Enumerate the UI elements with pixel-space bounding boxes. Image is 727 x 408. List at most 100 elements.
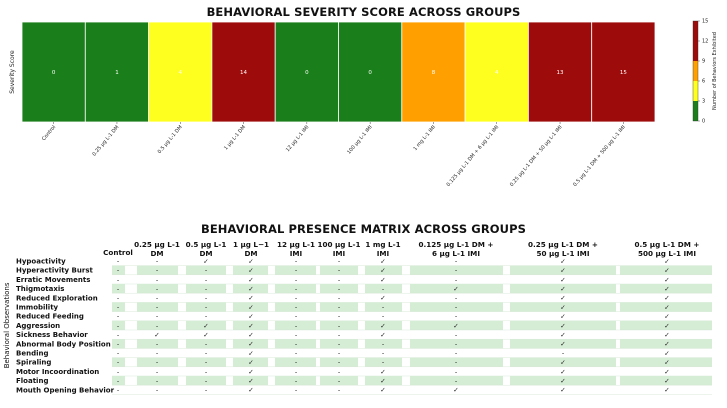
heatmap-cell-value: 0 bbox=[52, 70, 56, 76]
colorbar-tick-label: 15 bbox=[702, 19, 708, 25]
matrix-column-header: 0.25 µg L-1 DM + bbox=[528, 240, 598, 249]
matrix-row-label: Mouth Opening Behavior bbox=[16, 386, 115, 394]
matrix-row-stripe bbox=[112, 357, 125, 367]
matrix-row-stripe bbox=[320, 357, 358, 367]
heatmap-cell-value: 15 bbox=[620, 70, 627, 76]
absence-dash-mark: - bbox=[205, 368, 208, 376]
heatmap-x-tick-label: 12 µg L-1 IMI bbox=[285, 124, 310, 153]
matrix-row-stripe bbox=[233, 376, 268, 386]
absence-dash-mark: - bbox=[156, 285, 159, 293]
matrix-row-stripe bbox=[233, 284, 268, 294]
heatmap-x-tick-label: 0.125 µg L-1 DM + 6 µg L-1 IMI bbox=[446, 124, 501, 188]
matrix-row-label: Aggression bbox=[16, 322, 60, 330]
presence-check-mark: ✓ bbox=[560, 303, 565, 311]
presence-check-mark: ✓ bbox=[664, 368, 669, 376]
heatmap-cell-value: 4 bbox=[495, 70, 499, 76]
matrix-row-stripe bbox=[320, 320, 358, 330]
matrix-row-stripe bbox=[233, 265, 268, 275]
matrix-row-stripe bbox=[112, 339, 125, 349]
matrix-row-stripe bbox=[410, 339, 503, 349]
absence-dash-mark: - bbox=[205, 267, 208, 275]
matrix-row-stripe bbox=[112, 284, 125, 294]
matrix-row-stripe bbox=[233, 339, 268, 349]
heatmap-cell-value: 1 bbox=[115, 70, 119, 76]
presence-check-mark: ✓ bbox=[380, 257, 385, 265]
absence-dash-mark: - bbox=[382, 359, 385, 367]
matrix-row-stripe bbox=[137, 376, 178, 386]
presence-check-mark: ✓ bbox=[203, 322, 208, 330]
matrix-row-label: Reduced Exploration bbox=[16, 294, 98, 302]
matrix-row-stripe bbox=[186, 265, 226, 275]
absence-dash-mark: - bbox=[205, 340, 208, 348]
presence-check-mark: ✓ bbox=[664, 377, 669, 385]
matrix-row-stripe bbox=[137, 357, 178, 367]
absence-dash-mark: - bbox=[338, 257, 341, 265]
absence-dash-mark: - bbox=[117, 276, 120, 284]
matrix-column-header-line2: 6 µg L-1 IMI bbox=[432, 249, 480, 258]
matrix-column-header-line2: DM bbox=[244, 249, 257, 258]
matrix-column-header: 0.5 µg L-1 bbox=[186, 240, 227, 249]
heatmap-x-tick-label: 0.5 µg L-1 DM bbox=[157, 124, 184, 155]
absence-dash-mark: - bbox=[117, 285, 120, 293]
heatmap-cell-value: 8 bbox=[432, 70, 436, 76]
absence-dash-mark: - bbox=[156, 303, 159, 311]
presence-check-mark: ✓ bbox=[248, 359, 253, 367]
matrix-row-stripe bbox=[410, 320, 503, 330]
matrix-row-stripe bbox=[620, 339, 712, 349]
absence-dash-mark: - bbox=[338, 294, 341, 302]
absence-dash-mark: - bbox=[455, 368, 458, 376]
matrix-row-stripe bbox=[510, 320, 616, 330]
presence-check-mark: ✓ bbox=[560, 340, 565, 348]
presence-check-mark: ✓ bbox=[203, 257, 208, 265]
absence-dash-mark: - bbox=[455, 267, 458, 275]
absence-dash-mark: - bbox=[455, 313, 458, 321]
matrix-row-stripe bbox=[510, 284, 616, 294]
presence-check-mark: ✓ bbox=[380, 267, 385, 275]
absence-dash-mark: - bbox=[117, 257, 120, 265]
matrix-row-label: Erratic Movements bbox=[16, 276, 90, 284]
absence-dash-mark: - bbox=[295, 322, 298, 330]
absence-dash-mark: - bbox=[295, 294, 298, 302]
colorbar-tick-label: 12 bbox=[702, 39, 708, 45]
absence-dash-mark: - bbox=[382, 285, 385, 293]
presence-check-mark: ✓ bbox=[380, 294, 385, 302]
heatmap-y-axis-label: Severity Score bbox=[9, 50, 16, 94]
matrix-row-stripe bbox=[137, 302, 178, 312]
heatmap-cell bbox=[528, 21, 593, 123]
matrix-column-header-line2: 500 µg L-1 IMI bbox=[638, 249, 696, 258]
heatmap-cell bbox=[21, 21, 86, 123]
matrix-column-header-line2: IMI bbox=[333, 249, 346, 258]
presence-check-mark: ✓ bbox=[248, 267, 253, 275]
presence-check-mark: ✓ bbox=[664, 340, 669, 348]
matrix-row-stripe bbox=[510, 357, 616, 367]
presence-check-mark: ✓ bbox=[664, 331, 669, 339]
matrix-row-stripe bbox=[510, 265, 616, 275]
presence-check-mark: ✓ bbox=[453, 285, 458, 293]
matrix-column-header: 0.5 µg L-1 DM + bbox=[635, 240, 700, 249]
matrix-column-header: 1 mg L-1 bbox=[365, 240, 400, 249]
absence-dash-mark: - bbox=[338, 331, 341, 339]
absence-dash-mark: - bbox=[338, 303, 341, 311]
presence-check-mark: ✓ bbox=[248, 349, 253, 357]
matrix-row-stripe bbox=[620, 284, 712, 294]
absence-dash-mark: - bbox=[295, 331, 298, 339]
presence-check-mark: ✓ bbox=[248, 285, 253, 293]
absence-dash-mark: - bbox=[295, 349, 298, 357]
presence-check-mark: ✓ bbox=[380, 276, 385, 284]
absence-dash-mark: - bbox=[117, 313, 120, 321]
heatmap-cell-value: 4 bbox=[179, 70, 183, 76]
matrix-column-header: 12 µg L-1 bbox=[277, 240, 315, 249]
matrix-row-stripe bbox=[410, 265, 503, 275]
absence-dash-mark: - bbox=[338, 340, 341, 348]
matrix-row-stripe bbox=[365, 265, 402, 275]
absence-dash-mark: - bbox=[117, 359, 120, 367]
presence-check-mark: ✓ bbox=[560, 294, 565, 302]
matrix-row-stripe bbox=[410, 376, 503, 386]
presence-check-mark: ✓ bbox=[664, 267, 669, 275]
heatmap-cell bbox=[591, 21, 656, 123]
presence-check-mark: ✓ bbox=[560, 313, 565, 321]
presence-check-mark: ✓ bbox=[560, 267, 565, 275]
presence-check-mark: ✓ bbox=[664, 285, 669, 293]
matrix-row-stripe bbox=[320, 265, 358, 275]
absence-dash-mark: - bbox=[455, 257, 458, 265]
